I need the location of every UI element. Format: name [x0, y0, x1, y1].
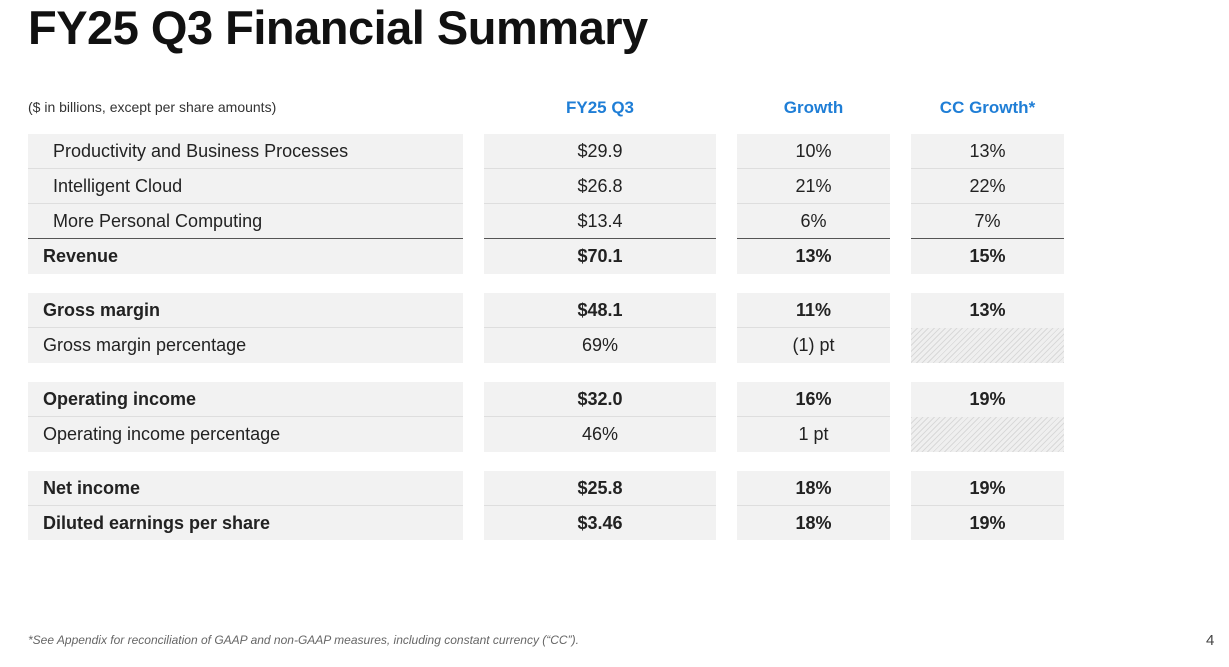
column-header-growth: Growth — [783, 98, 844, 117]
total-divider — [484, 238, 716, 239]
row-divider — [28, 203, 463, 204]
row-divider — [484, 327, 716, 328]
row-growth-more-personal-computing: 6% — [800, 211, 827, 231]
row-growth-operating-income-percentage: 1 pt — [798, 424, 829, 444]
row-divider — [28, 505, 463, 506]
row-divider — [484, 416, 716, 417]
row-divider — [911, 203, 1064, 204]
cc-block-operating-income — [911, 382, 1064, 417]
row-growth-gross-margin: 11% — [795, 300, 832, 320]
value-block-revenue — [484, 134, 716, 274]
row-cc-growth-operating-income: 19% — [969, 389, 1006, 409]
row-cc-growth-intelligent-cloud: 22% — [969, 176, 1006, 196]
row-value-operating-income-percentage: 46% — [581, 424, 619, 444]
row-value-intelligent-cloud: $26.8 — [577, 176, 623, 196]
value-block-operating-income — [484, 382, 716, 452]
total-divider — [737, 238, 890, 239]
row-value-productivity: $29.9 — [577, 141, 623, 161]
row-growth-intelligent-cloud: 21% — [795, 176, 832, 196]
row-divider — [737, 327, 890, 328]
total-divider — [28, 238, 463, 239]
row-growth-diluted-eps: 18% — [795, 513, 832, 533]
row-divider — [911, 505, 1064, 506]
row-cc-growth-net-income: 19% — [969, 478, 1006, 498]
row-label-diluted-eps: Diluted earnings per share — [43, 513, 271, 533]
cc-growth-not-applicable — [911, 417, 1064, 452]
row-label-net-income: Net income — [43, 478, 141, 498]
row-growth-gross-margin-percentage: (1) pt — [792, 335, 835, 355]
row-divider — [28, 327, 463, 328]
row-divider — [737, 168, 890, 169]
cc-growth-not-applicable — [911, 328, 1064, 363]
label-block-revenue — [28, 134, 463, 274]
value-block-gross-margin — [484, 293, 716, 363]
row-label-revenue: Revenue — [43, 246, 119, 266]
row-cc-growth-more-personal-computing: 7% — [974, 211, 1001, 231]
row-growth-operating-income: 16% — [795, 389, 832, 409]
row-cc-growth-revenue: 15% — [969, 246, 1006, 266]
row-label-gross-margin-percentage: Gross margin percentage — [43, 335, 247, 355]
row-value-revenue: $70.1 — [577, 246, 623, 266]
column-header-fy25-q3: FY25 Q3 — [565, 98, 635, 117]
row-cc-growth-productivity: 13% — [969, 141, 1006, 161]
growth-block-operating-income — [737, 382, 890, 452]
row-cc-growth-diluted-eps: 19% — [969, 513, 1006, 533]
row-cc-growth-gross-margin: 13% — [969, 300, 1006, 320]
row-divider — [28, 416, 463, 417]
cc-block-gross-margin — [911, 293, 1064, 328]
row-divider — [484, 505, 716, 506]
row-value-operating-income: $32.0 — [577, 389, 623, 409]
label-block-operating-income — [28, 382, 463, 452]
row-label-operating-income-percentage: Operating income percentage — [43, 424, 281, 444]
total-divider — [911, 238, 1064, 239]
row-divider — [737, 505, 890, 506]
row-value-more-personal-computing: $13.4 — [577, 211, 623, 231]
row-value-diluted-eps: $3.46 — [577, 513, 623, 533]
row-value-gross-margin: $48.1 — [577, 300, 623, 320]
row-divider — [737, 203, 890, 204]
units-note: ($ in billions, except per share amounts… — [28, 99, 277, 115]
growth-block-revenue — [737, 134, 890, 274]
row-label-operating-income: Operating income — [43, 389, 197, 409]
row-label-intelligent-cloud: Intelligent Cloud — [53, 176, 183, 196]
row-divider — [737, 416, 890, 417]
column-header-cc-growth: CC Growth* — [939, 98, 1036, 117]
row-label-more-personal-computing: More Personal Computing — [53, 211, 263, 231]
row-label-productivity: Productivity and Business Processes — [53, 141, 349, 161]
row-growth-revenue: 13% — [795, 246, 832, 266]
row-divider — [911, 168, 1064, 169]
row-value-gross-margin-percentage: 69% — [581, 335, 619, 355]
row-divider — [484, 168, 716, 169]
row-growth-productivity: 10% — [795, 141, 832, 161]
label-block-gross-margin — [28, 293, 463, 363]
page-number: 4 — [1206, 632, 1215, 649]
row-growth-net-income: 18% — [795, 478, 832, 498]
page-title: FY25 Q3 Financial Summary — [28, 1, 648, 54]
row-value-net-income: $25.8 — [577, 478, 623, 498]
row-divider — [484, 203, 716, 204]
footnote: *See Appendix for reconciliation of GAAP… — [28, 633, 579, 647]
growth-block-gross-margin — [737, 293, 890, 363]
row-divider — [28, 168, 463, 169]
row-label-gross-margin: Gross margin — [43, 300, 161, 320]
cc-block-revenue — [911, 134, 1064, 274]
